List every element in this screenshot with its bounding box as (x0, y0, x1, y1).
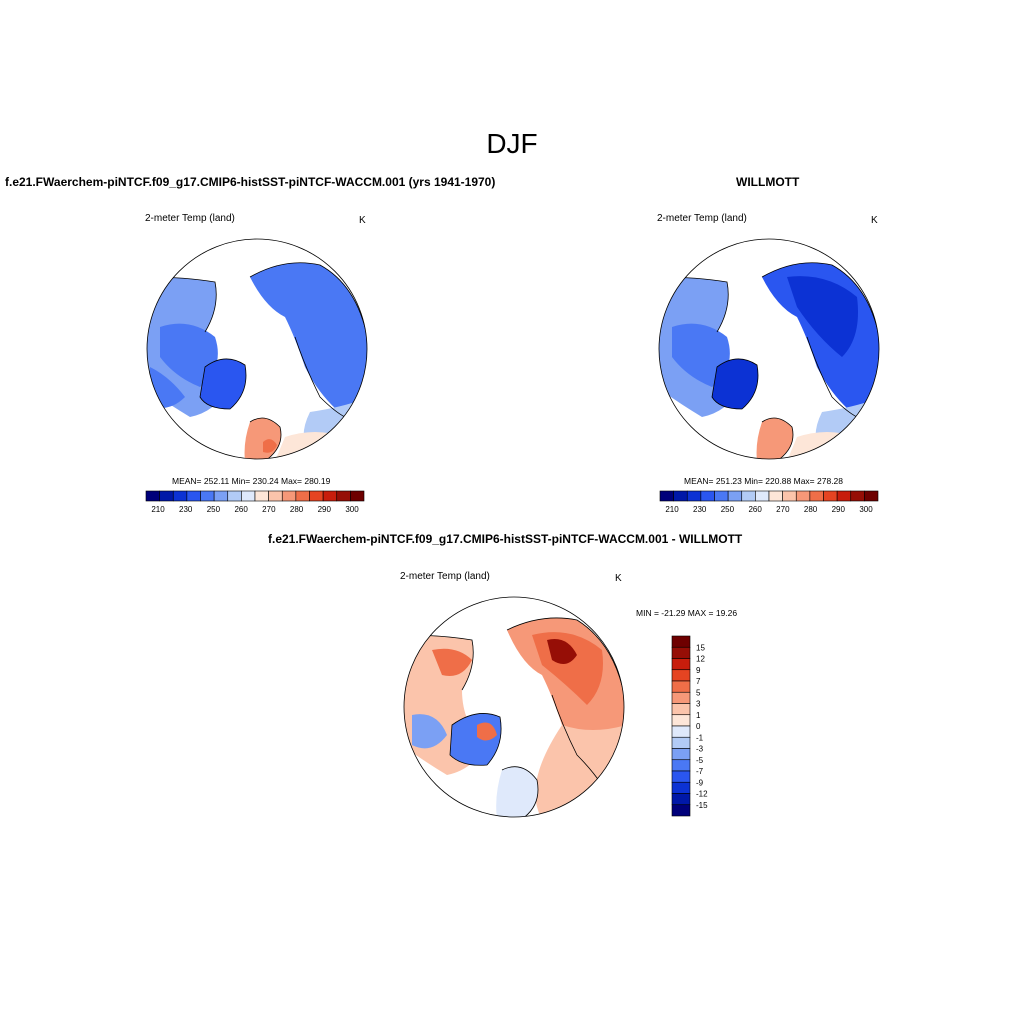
panel-3-stats: MIN = -21.29 MAX = 19.26 (636, 608, 738, 618)
colorbar-tick-label: 210 (665, 505, 679, 514)
colorbar-swatch (172, 490, 188, 502)
colorbar-swatch (671, 781, 691, 794)
colorbar-tick-label: 1 (696, 711, 701, 720)
colorbar-tick-label: 9 (696, 666, 701, 675)
colorbar-swatch (850, 490, 865, 502)
colorbar-tick-label: 250 (721, 505, 735, 514)
panel-1-stats: MEAN= 252.11 Min= 230.24 Max= 280.19 (172, 476, 331, 486)
colorbar-tick-label: 260 (748, 505, 762, 514)
colorbar-swatch (268, 490, 283, 502)
colorbar-swatch (741, 490, 756, 502)
colorbar-tick-label: 250 (207, 505, 221, 514)
colorbar-tick-label: 230 (693, 505, 707, 514)
colorbar-swatch (782, 490, 797, 502)
panel-1-variable: 2-meter Temp (land) (145, 213, 235, 224)
colorbar-swatch (671, 748, 691, 761)
panel-3-units: K (615, 573, 622, 584)
colorbar-swatch (322, 490, 338, 502)
colorbar-swatch (671, 703, 691, 716)
colorbar-tick-label: 7 (696, 677, 701, 686)
colorbar-swatch (671, 770, 691, 783)
colorbar-tick-label: -5 (696, 756, 704, 765)
panel-2-variable: 2-meter Temp (land) (657, 213, 747, 224)
colorbar-tick-label: 270 (776, 505, 790, 514)
colorbar-swatch (213, 490, 229, 502)
colorbar-tick-label: -12 (696, 790, 708, 799)
colorbar-swatch (671, 658, 691, 671)
colorbar-swatch (295, 490, 310, 502)
colorbar-tick-label: 3 (696, 700, 701, 709)
colorbar-tick-label: -7 (696, 767, 704, 776)
colorbar-swatch (836, 490, 852, 502)
colorbar-swatch (864, 490, 879, 502)
colorbar-swatch (336, 490, 351, 502)
colorbar-tick-label: 15 (696, 643, 705, 652)
figure-title: DJF (486, 128, 538, 159)
panel-1-colorbar: 210 230 250 260 270 280 290 300 (145, 490, 365, 514)
panel-2-stats: MEAN= 251.23 Min= 220.88 Max= 278.28 (684, 476, 844, 486)
colorbar-swatch (714, 490, 729, 502)
colorbar-swatch (671, 759, 691, 772)
colorbar-swatch (145, 490, 160, 502)
colorbar-tick-label: 5 (696, 688, 701, 697)
colorbar-tick-label: -3 (696, 745, 704, 754)
panel-2-map (658, 238, 880, 460)
panel-2-colorbar: 210 230 250 260 270 280 290 300 (659, 490, 879, 514)
colorbar-swatch (768, 490, 783, 502)
panel-3-title: f.e21.FWaerchem-piNTCF.f09_g17.CMIP6-his… (268, 532, 743, 546)
colorbar-tick-label: 280 (290, 505, 304, 514)
colorbar-swatch (727, 490, 743, 502)
panel-3-variable: 2-meter Temp (land) (400, 571, 490, 582)
colorbar-tick-label: -9 (696, 778, 704, 787)
colorbar-swatch (671, 635, 691, 648)
colorbar-swatch (671, 646, 691, 659)
panel-1-units: K (359, 215, 366, 226)
colorbar-swatch (659, 490, 674, 502)
colorbar-tick-label: 300 (859, 505, 873, 514)
colorbar-swatch (755, 490, 770, 502)
colorbar-swatch (700, 490, 715, 502)
colorbar-swatch (671, 736, 691, 749)
panel-3-map (403, 596, 625, 818)
colorbar-swatch (671, 714, 691, 727)
panel-1-title: f.e21.FWaerchem-piNTCF.f09_g17.CMIP6-his… (5, 175, 496, 189)
colorbar-swatch (254, 490, 269, 502)
colorbar-tick-label: 290 (832, 505, 846, 514)
colorbar-swatch (671, 669, 691, 682)
colorbar-swatch (186, 490, 201, 502)
colorbar-swatch (671, 680, 691, 693)
colorbar-swatch (227, 490, 242, 502)
colorbar-tick-label: 0 (696, 722, 701, 731)
colorbar-swatch (350, 490, 365, 502)
colorbar-swatch (309, 490, 324, 502)
colorbar-tick-label: 290 (318, 505, 332, 514)
colorbar-tick-label: -1 (696, 733, 704, 742)
colorbar-tick-label: 260 (234, 505, 248, 514)
colorbar-tick-label: -15 (696, 801, 708, 810)
colorbar-swatch (671, 691, 691, 704)
colorbar-swatch (809, 490, 824, 502)
colorbar-swatch (671, 725, 691, 738)
colorbar-tick-label: 210 (151, 505, 165, 514)
panel-3-colorbar: 15 12 9 7 5 3 1 0 -1 -3 -5 -7 -9 -12 -15 (671, 635, 708, 817)
colorbar-swatch (671, 793, 691, 806)
colorbar-swatch (795, 490, 811, 502)
colorbar-swatch (673, 490, 688, 502)
colorbar-tick-label: 280 (804, 505, 818, 514)
panel-2-title: WILLMOTT (736, 175, 800, 189)
colorbar-tick-label: 270 (262, 505, 276, 514)
panel-2-units: K (871, 215, 878, 226)
colorbar-swatch (671, 804, 691, 817)
colorbar-swatch (200, 490, 215, 502)
colorbar-tick-label: 12 (696, 655, 705, 664)
colorbar-swatch (241, 490, 256, 502)
colorbar-tick-label: 300 (345, 505, 359, 514)
colorbar-swatch (281, 490, 297, 502)
panel-1-map (146, 238, 368, 460)
colorbar-swatch (686, 490, 702, 502)
colorbar-swatch (823, 490, 838, 502)
colorbar-tick-label: 230 (179, 505, 193, 514)
colorbar-swatch (159, 490, 174, 502)
